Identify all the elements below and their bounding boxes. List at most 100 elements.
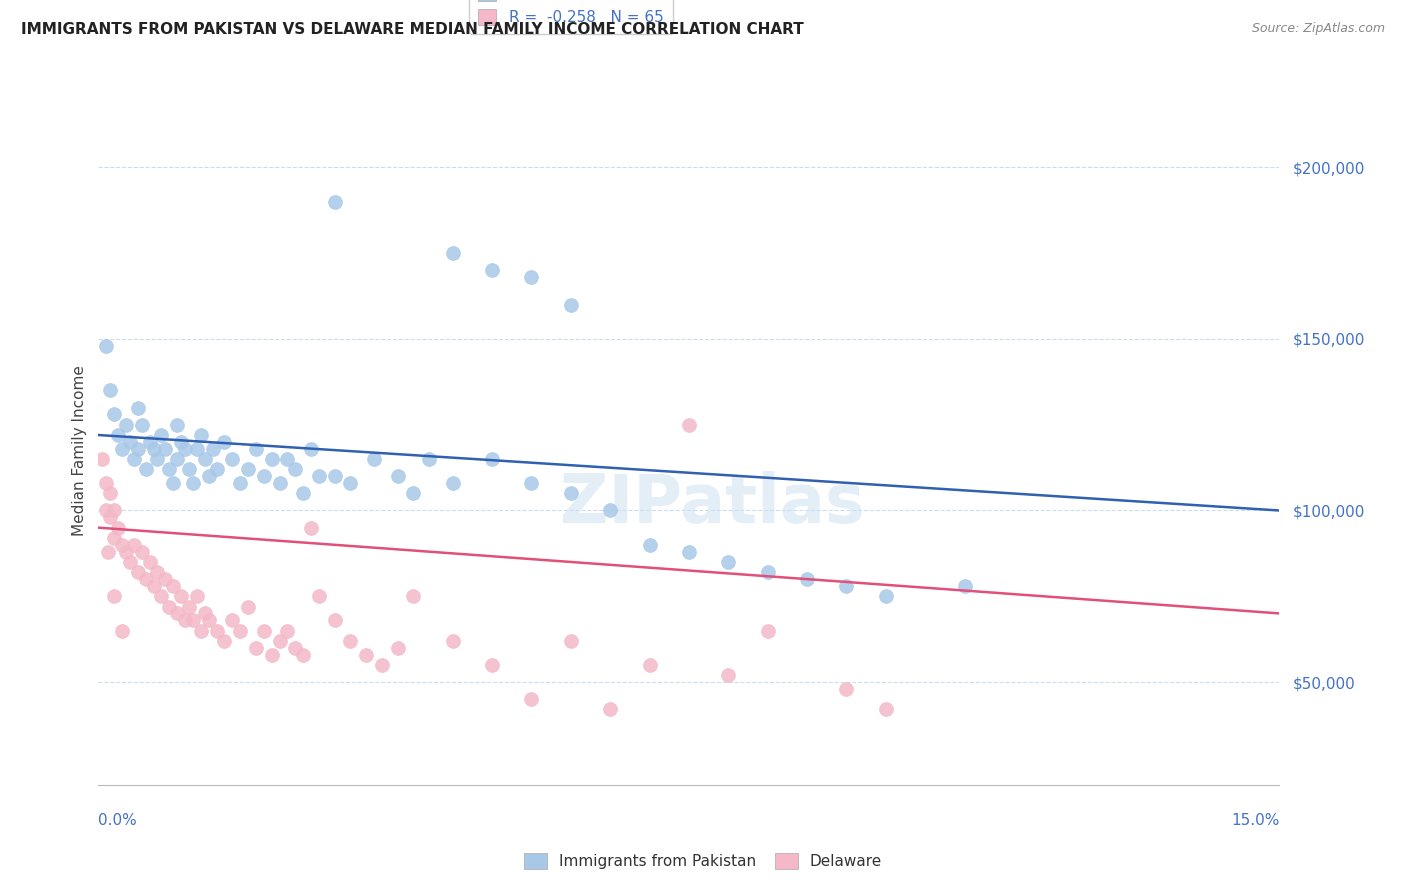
Point [111,442,134,456]
Point [560,298,582,312]
Point [138,555,160,569]
Point [197,469,219,483]
Point [441,246,464,260]
Point [103,531,125,545]
Point [284,462,307,476]
Point [402,589,425,603]
Point [91,452,114,467]
Point [796,572,818,586]
Point [402,486,425,500]
Point [190,624,212,638]
Point [150,428,173,442]
Point [835,681,858,696]
Point [323,469,346,483]
Point [127,566,149,580]
Point [292,486,315,500]
Point [638,538,661,552]
Point [875,702,897,716]
Point [269,633,291,648]
Point [177,462,200,476]
Point [155,572,177,586]
Text: ZIPatlas: ZIPatlas [560,471,865,537]
Point [115,544,138,558]
Point [560,633,582,648]
Point [441,476,464,491]
Point [253,624,276,638]
Point [520,270,543,285]
Point [96,476,118,491]
Point [292,648,315,662]
Y-axis label: Median Family Income: Median Family Income [72,365,87,536]
Point [122,452,145,467]
Point [678,544,700,558]
Point [520,692,543,706]
Point [135,462,157,476]
Point [835,579,858,593]
Point [354,648,377,662]
Point [363,452,385,467]
Point [157,462,180,476]
Text: 0.0%: 0.0% [98,814,138,828]
Point [166,607,188,621]
Point [717,555,740,569]
Point [186,442,208,456]
Point [260,648,283,662]
Point [98,510,121,524]
Point [205,462,228,476]
Point [118,555,141,569]
Point [236,462,259,476]
Point [142,442,165,456]
Point [229,624,252,638]
Point [387,469,409,483]
Point [481,657,503,672]
Point [214,434,236,449]
Point [150,589,173,603]
Point [638,657,661,672]
Point [131,417,153,432]
Point [299,442,322,456]
Point [481,263,503,277]
Point [96,339,118,353]
Point [194,452,217,467]
Text: Source: ZipAtlas.com: Source: ZipAtlas.com [1251,22,1385,36]
Legend: R =  -0.176   N = 68, R =  -0.258   N = 65: R = -0.176 N = 68, R = -0.258 N = 65 [470,0,672,35]
Point [170,434,193,449]
Point [560,486,582,500]
Point [157,599,180,614]
Point [142,579,165,593]
Point [103,589,125,603]
Point [323,194,346,209]
Point [162,579,184,593]
Point [127,442,149,456]
Point [107,428,129,442]
Point [138,434,160,449]
Point [97,544,120,558]
Point [155,442,177,456]
Point [520,476,543,491]
Point [214,633,236,648]
Point [131,544,153,558]
Point [245,442,267,456]
Point [229,476,252,491]
Point [174,613,197,627]
Point [284,640,307,655]
Point [111,538,134,552]
Point [371,657,394,672]
Point [756,624,779,638]
Point [953,579,976,593]
Point [146,566,169,580]
Point [308,589,330,603]
Point [177,599,200,614]
Point [201,442,224,456]
Point [205,624,228,638]
Point [118,434,141,449]
Point [127,401,149,415]
Point [260,452,283,467]
Point [181,613,204,627]
Text: 15.0%: 15.0% [1232,814,1279,828]
Point [236,599,259,614]
Point [135,572,157,586]
Point [107,521,129,535]
Point [481,452,503,467]
Point [146,452,169,467]
